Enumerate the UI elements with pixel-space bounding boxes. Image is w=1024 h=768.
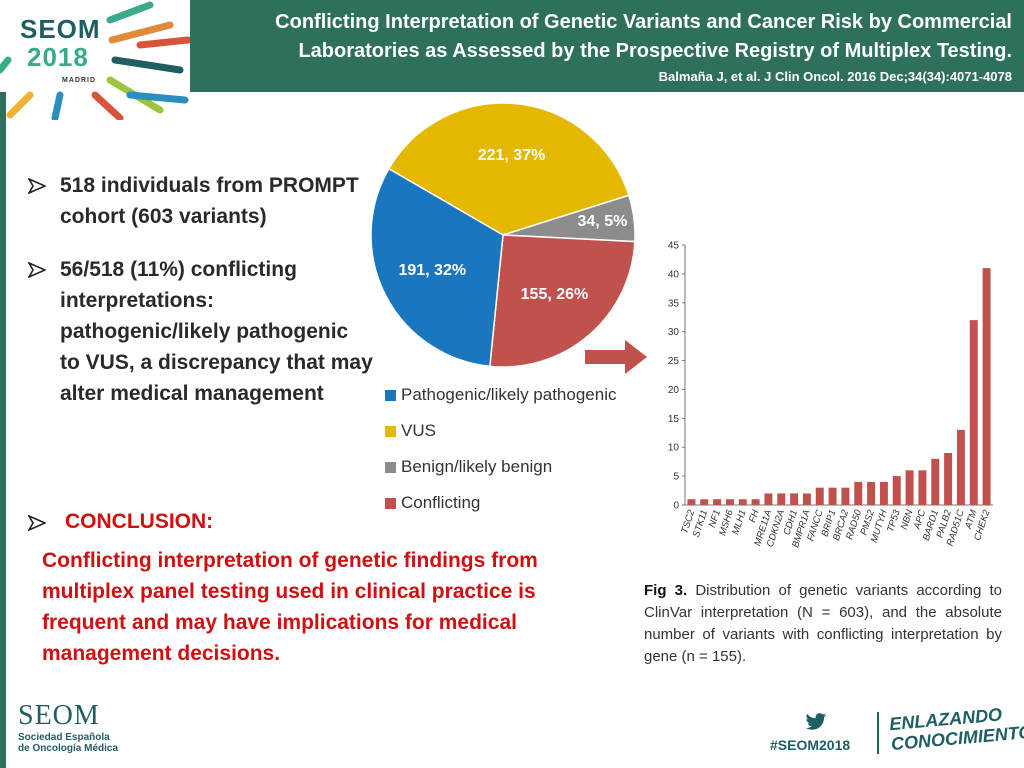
- twitter-icon: [805, 713, 827, 730]
- bar-chart: 051015202530354045TSC2STK11NF1MSH6MLH1FH…: [668, 241, 993, 549]
- pie-slice: [387, 102, 630, 236]
- bar: [841, 487, 850, 505]
- pie-slice-label: 155, 26%: [520, 286, 589, 304]
- y-tick-label: 20: [668, 385, 680, 396]
- arrow-bullet-icon: [28, 262, 46, 278]
- bar: [713, 499, 722, 505]
- pie-slice-label: 221, 37%: [477, 147, 546, 165]
- title-line-2: Laboratories as Assessed by the Prospect…: [298, 40, 1012, 62]
- arrow-bullet-icon: [28, 515, 46, 531]
- bar: [854, 481, 863, 505]
- seom-footer-logo: SEOM Sociedad Española de Oncología Médi…: [18, 700, 118, 754]
- y-tick-label: 15: [668, 414, 680, 425]
- bar: [918, 470, 927, 505]
- x-tick-label: FH: [747, 508, 761, 524]
- citation: Balmaña J, et al. J Clin Oncol. 2016 Dec…: [658, 69, 1012, 84]
- slide-title: Conflicting Interpretation of Genetic Va…: [192, 8, 1012, 66]
- bar: [828, 487, 837, 505]
- legend-label: VUS: [401, 421, 436, 440]
- bar: [751, 499, 760, 505]
- y-tick-label: 45: [668, 241, 680, 252]
- footer-divider: [877, 712, 879, 754]
- x-tick-label: NF1: [707, 509, 723, 529]
- bullet-text: 518 individuals from PROMPT cohort (603 …: [60, 174, 359, 228]
- arrow-bullet-icon: [28, 178, 46, 194]
- bullet-list: 518 individuals from PROMPT cohort (603 …: [28, 170, 373, 431]
- pie-slice: [370, 167, 504, 368]
- bar: [687, 499, 696, 505]
- y-tick-label: 40: [668, 269, 680, 280]
- bullet-item: 518 individuals from PROMPT cohort (603 …: [28, 170, 373, 232]
- y-tick-label: 10: [668, 443, 680, 454]
- logo-text: SEOM: [20, 14, 101, 44]
- bar: [790, 493, 799, 505]
- conclusion-body: Conflicting interpretation of genetic fi…: [42, 549, 538, 665]
- bar: [738, 499, 747, 505]
- logo-city: MADRID: [62, 77, 96, 84]
- slogan: ENLAZANDO CONOCIMIENTO: [889, 702, 1024, 754]
- left-accent-bar: [0, 92, 6, 768]
- conclusion-heading: CONCLUSION:: [28, 510, 213, 534]
- bar: [700, 499, 709, 505]
- legend-swatch: [385, 390, 396, 401]
- legend-label: Pathogenic/likely pathogenic: [401, 385, 617, 404]
- title-banner: Conflicting Interpretation of Genetic Va…: [190, 0, 1024, 92]
- bar: [777, 493, 786, 505]
- bar: [764, 493, 773, 505]
- y-tick-label: 0: [673, 501, 679, 512]
- logo-stripes-decoration: [0, 1, 190, 120]
- bar: [956, 429, 965, 505]
- hashtag: #SEOM2018: [770, 737, 851, 753]
- footer-seom-text: SEOM: [18, 700, 100, 731]
- bar: [944, 453, 953, 505]
- title-line-1: Conflicting Interpretation of Genetic Va…: [275, 11, 1012, 33]
- footer-sub-line-2: de Oncología Médica: [18, 743, 119, 754]
- figure-caption: Fig 3. Distribution of genetic variants …: [644, 580, 1002, 668]
- legend-swatch: [385, 498, 396, 509]
- figure-caption-text: Distribution of genetic variants accordi…: [644, 582, 1003, 665]
- bar: [892, 476, 901, 505]
- bar: [982, 268, 991, 505]
- bar: [815, 487, 824, 505]
- legend-label: Benign/likely benign: [401, 457, 553, 476]
- pie-slice: [489, 234, 636, 368]
- pie-chart-svg: [370, 102, 636, 368]
- logo-year: 2018: [27, 42, 89, 72]
- legend-swatch: [385, 462, 396, 473]
- pie-slice-label: 191, 32%: [398, 262, 467, 280]
- figure-label: Fig 3.: [644, 582, 688, 599]
- bullet-item: 56/518 (11%) conflicting interpretations…: [28, 254, 373, 409]
- bar: [969, 320, 978, 505]
- y-tick-label: 35: [668, 298, 680, 309]
- logo-box: [14, 10, 104, 90]
- pie-slice-label: 34, 5%: [577, 213, 628, 231]
- conclusion-heading-text: CONCLUSION:: [65, 510, 214, 533]
- bar: [931, 458, 940, 505]
- bullet-text: 56/518 (11%) conflicting interpretations…: [60, 258, 373, 405]
- legend-label: Conflicting: [401, 493, 481, 512]
- bar: [905, 470, 914, 505]
- bar: [725, 499, 734, 505]
- footer-sub-line-1: Sociedad Española: [18, 732, 110, 743]
- bar: [879, 481, 888, 505]
- seom-2018-logo: SEOM 2018 MADRID: [0, 0, 190, 120]
- y-tick-label: 5: [673, 472, 679, 483]
- pie-chart: 221, 37% 34, 5% 155, 26% 191, 32%: [368, 100, 638, 370]
- right-arrow-icon: [585, 340, 647, 374]
- y-tick-label: 25: [668, 356, 680, 367]
- bar: [867, 481, 876, 505]
- legend-swatch: [385, 426, 396, 437]
- y-tick-label: 30: [668, 327, 680, 338]
- bar: [802, 493, 811, 505]
